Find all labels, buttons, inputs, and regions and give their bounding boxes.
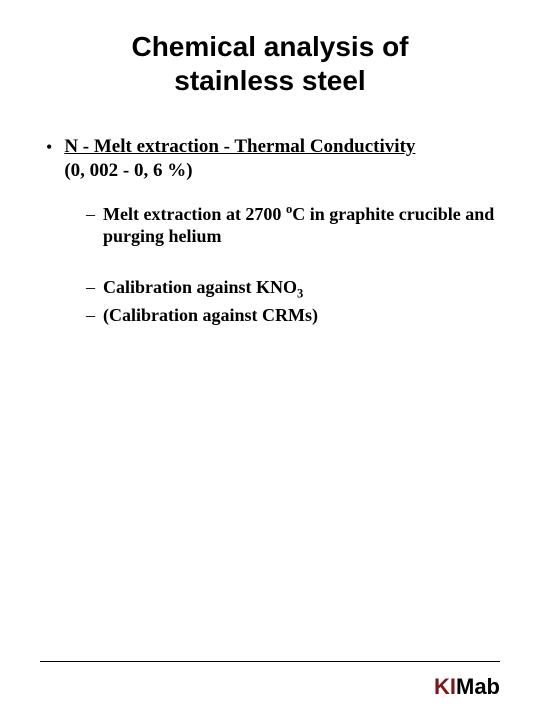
- bullet-dash-icon: –: [86, 203, 95, 225]
- bullet-level2: – (Calibration against CRMs): [86, 304, 500, 327]
- logo-ab: ab: [474, 674, 500, 699]
- bullet-level2: – Melt extraction at 2700 oC in graphite…: [86, 203, 500, 248]
- l1-range: (0, 002 - 0, 6 %): [64, 160, 192, 181]
- bullet-level2: – Calibration against KNO3: [86, 276, 500, 299]
- spacer: [40, 254, 500, 276]
- bullet-dot-icon: •: [46, 135, 52, 159]
- logo-k: K: [434, 674, 450, 699]
- footer-divider: [40, 661, 500, 662]
- bullet-l2c-text: (Calibration against CRMs): [103, 304, 318, 327]
- l2a-pre: Melt extraction at 2700: [103, 204, 286, 224]
- logo-m: M: [456, 674, 474, 699]
- bullet-l2b-text: Calibration against KNO3: [103, 276, 303, 299]
- slide-container: Chemical analysis of stainless steel • N…: [0, 0, 540, 720]
- l2b-pre: Calibration against KNO: [103, 277, 297, 297]
- kno3-subscript: 3: [297, 286, 303, 300]
- kimab-logo: KIMab: [434, 674, 500, 700]
- bullet-dash-icon: –: [86, 304, 95, 326]
- bullet-dash-icon: –: [86, 276, 95, 298]
- bullet-l2a-text: Melt extraction at 2700 oC in graphite c…: [103, 203, 500, 248]
- bullet-level1: • N - Melt extraction - Thermal Conducti…: [40, 135, 500, 183]
- slide-title: Chemical analysis of stainless steel: [40, 30, 500, 97]
- l1-headline: N - Melt extraction - Thermal Conductivi…: [64, 136, 415, 157]
- bullet-l1-text: N - Melt extraction - Thermal Conductivi…: [64, 135, 415, 183]
